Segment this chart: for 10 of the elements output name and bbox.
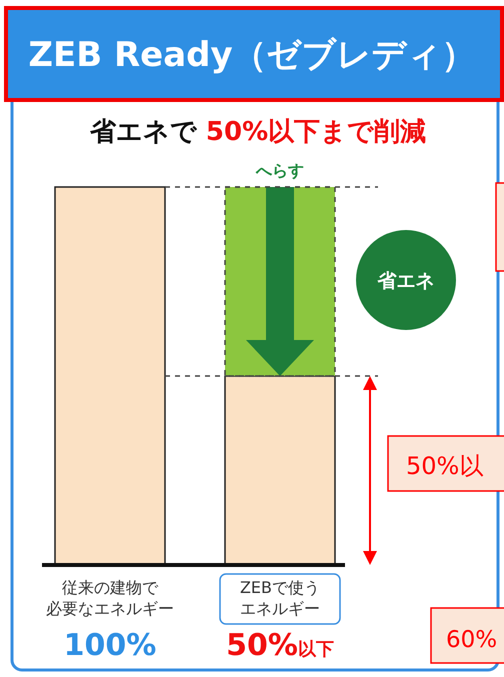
data-label: 50%以下 <box>226 628 334 663</box>
x-tick-label: 従来の建物で必要なエネルギー <box>46 578 174 618</box>
chart-subtitle: 省エネで 50%以下まで削減 <box>88 117 426 147</box>
text: 50%以 <box>406 452 484 480</box>
data-label: 100% <box>64 628 156 663</box>
annotation: 省エネ <box>376 270 434 292</box>
text: 60% <box>446 627 498 653</box>
x-tick-label: ZEBで使うエネルギー <box>240 578 320 618</box>
text: へらす <box>255 161 304 180</box>
chart-title: ZEB Ready（ゼブレディ） <box>28 35 476 75</box>
